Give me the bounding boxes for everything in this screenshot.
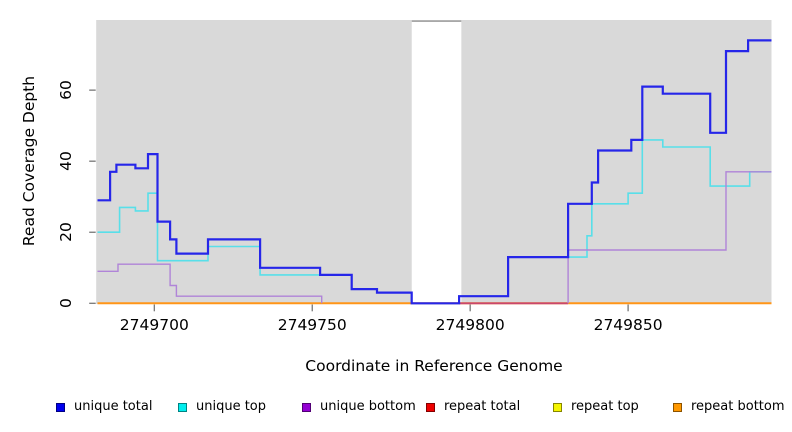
legend-item-repeat-bottom: repeat bottom <box>673 398 785 416</box>
legend-label: repeat top <box>571 399 639 414</box>
legend-item-unique-bottom: unique bottom <box>302 398 416 416</box>
legend-label: repeat bottom <box>691 399 785 414</box>
x-tick-label: 2749700 <box>119 316 189 334</box>
legend-item-repeat-top: repeat top <box>553 398 639 416</box>
repeat-total-swatch-icon <box>426 402 435 412</box>
repeat-bottom-swatch-icon <box>673 402 682 412</box>
legend-label: unique bottom <box>320 399 416 414</box>
repeat-top-swatch-icon <box>553 402 562 412</box>
legend-item-unique-total: unique total <box>56 398 152 416</box>
unique-bottom-swatch-icon <box>302 402 311 412</box>
x-tick-label: 2749800 <box>435 316 505 334</box>
legend-label: repeat total <box>444 399 521 414</box>
unique-total-swatch-icon <box>56 402 65 412</box>
x-tick-label: 2749850 <box>593 316 663 334</box>
x-tick-label: 2749750 <box>277 316 347 334</box>
legend-item-repeat-total: repeat total <box>426 398 520 416</box>
x-axis-label: Coordinate in Reference Genome <box>305 357 563 375</box>
legend-label: unique top <box>196 399 267 414</box>
unique-top-swatch-icon <box>178 402 187 412</box>
legend-item-unique-top: unique top <box>178 398 266 416</box>
legend-label: unique total <box>74 399 153 414</box>
